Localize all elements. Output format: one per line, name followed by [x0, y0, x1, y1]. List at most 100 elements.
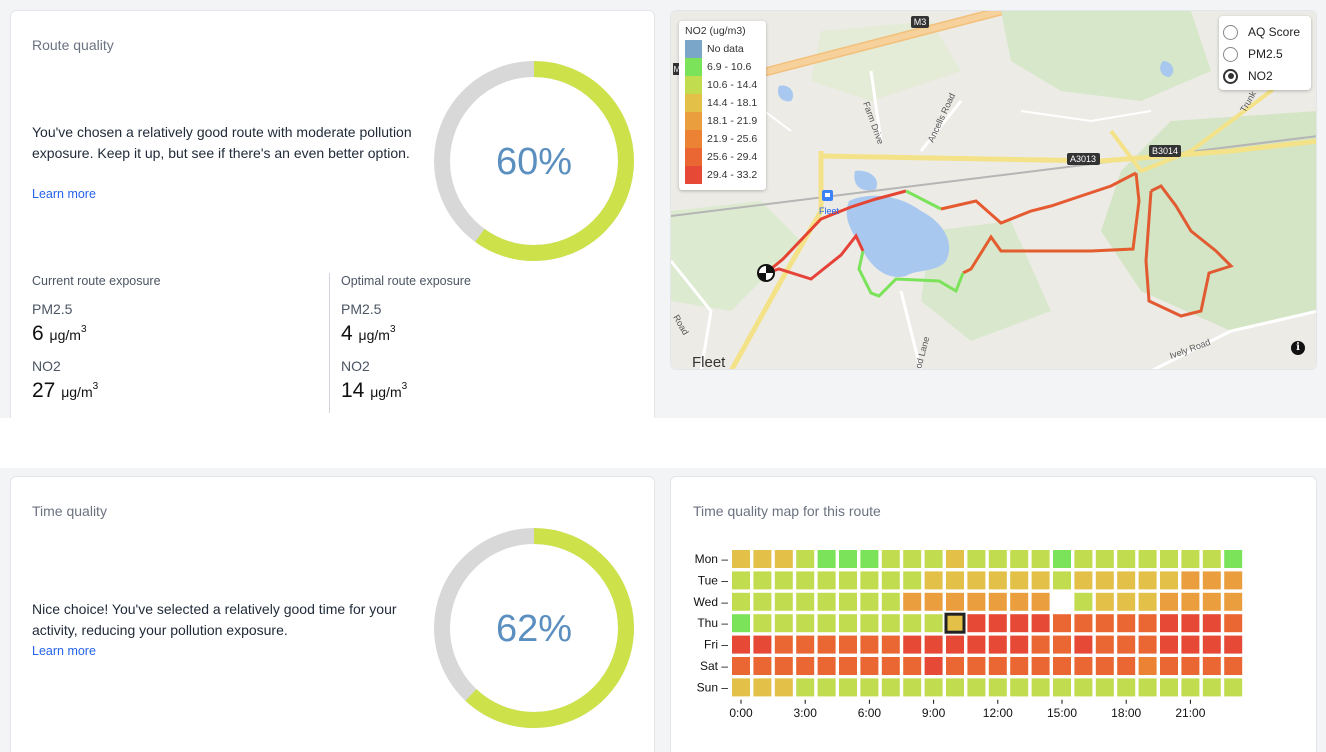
heatmap-cell[interactable] — [1224, 678, 1243, 697]
heatmap-cell[interactable] — [839, 550, 857, 568]
heatmap-cell[interactable] — [1160, 635, 1178, 654]
heatmap-cell[interactable] — [1053, 635, 1071, 654]
heatmap-cell[interactable] — [817, 614, 836, 633]
heatmap-cell[interactable] — [924, 592, 943, 611]
heatmap-cell[interactable] — [1031, 571, 1050, 590]
heatmap-cell[interactable] — [881, 592, 900, 611]
heatmap-cell[interactable] — [881, 635, 900, 654]
heatmap-cell[interactable] — [796, 657, 815, 675]
heatmap-cell[interactable] — [1138, 678, 1157, 697]
heatmap-cell[interactable] — [924, 635, 943, 654]
heatmap-cell[interactable] — [1010, 550, 1029, 568]
heatmap-cell[interactable] — [1010, 571, 1029, 590]
heatmap-cell[interactable] — [1181, 678, 1200, 697]
heatmap-cell[interactable] — [1117, 614, 1136, 633]
heatmap-cell[interactable] — [1181, 635, 1200, 654]
heatmap-cell[interactable] — [839, 657, 857, 675]
heatmap-cell[interactable] — [988, 550, 1007, 568]
heatmap-cell[interactable] — [1010, 614, 1029, 633]
radio-button[interactable] — [1223, 24, 1238, 40]
heatmap-cell[interactable] — [967, 657, 986, 675]
heatmap-cell[interactable] — [1202, 635, 1221, 654]
heatmap-cell[interactable] — [1138, 571, 1157, 590]
heatmap-cell[interactable] — [946, 550, 964, 568]
heatmap-cell[interactable] — [817, 635, 836, 654]
heatmap-cell[interactable] — [1095, 657, 1114, 675]
heatmap-cell[interactable] — [1202, 550, 1221, 568]
heatmap-cell[interactable] — [1053, 592, 1071, 611]
heatmap-cell[interactable] — [1138, 592, 1157, 611]
heatmap-cell[interactable] — [1224, 592, 1243, 611]
heatmap-cell[interactable] — [1095, 550, 1114, 568]
heatmap-cell[interactable] — [774, 635, 793, 654]
heatmap-cell[interactable] — [924, 657, 943, 675]
heatmap-cell[interactable] — [774, 678, 793, 697]
heatmap-cell[interactable] — [1117, 678, 1136, 697]
heatmap-cell[interactable] — [1053, 571, 1071, 590]
heatmap-cell[interactable] — [732, 635, 750, 654]
layer-option-no2[interactable]: NO2 — [1223, 66, 1273, 86]
heatmap-cell[interactable] — [839, 571, 857, 590]
heatmap-cell[interactable] — [732, 571, 750, 590]
heatmap-cell[interactable] — [1138, 614, 1157, 633]
heatmap-cell[interactable] — [1031, 635, 1050, 654]
heatmap-cell[interactable] — [860, 614, 879, 633]
heatmap-cell[interactable] — [796, 550, 815, 568]
heatmap-cell[interactable] — [732, 592, 750, 611]
heatmap-cell[interactable] — [903, 550, 922, 568]
heatmap-cell[interactable] — [1117, 657, 1136, 675]
heatmap-cell[interactable] — [1181, 592, 1200, 611]
heatmap-cell[interactable] — [1160, 678, 1178, 697]
heatmap-cell[interactable] — [753, 678, 772, 697]
heatmap-cell[interactable] — [988, 592, 1007, 611]
heatmap-cell[interactable] — [1160, 592, 1178, 611]
heatmap-cell[interactable] — [1010, 657, 1029, 675]
heatmap-cell[interactable] — [881, 657, 900, 675]
heatmap-cell[interactable] — [1224, 614, 1243, 633]
heatmap-cell[interactable] — [946, 678, 964, 697]
heatmap-cell[interactable] — [817, 678, 836, 697]
heatmap-cell[interactable] — [1224, 571, 1243, 590]
heatmap-cell[interactable] — [1095, 614, 1114, 633]
heatmap-cell[interactable] — [903, 678, 922, 697]
heatmap-cell[interactable] — [732, 550, 750, 568]
heatmap-cell[interactable] — [1117, 635, 1136, 654]
heatmap-cell[interactable] — [817, 657, 836, 675]
heatmap-cell[interactable] — [924, 678, 943, 697]
heatmap-cell[interactable] — [753, 592, 772, 611]
heatmap-cell[interactable] — [924, 614, 943, 633]
heatmap-cell[interactable] — [860, 657, 879, 675]
heatmap-cell[interactable] — [1031, 592, 1050, 611]
heatmap-cell[interactable] — [1074, 657, 1093, 675]
heatmap-cell[interactable] — [817, 592, 836, 611]
heatmap-cell[interactable] — [988, 678, 1007, 697]
heatmap-cell[interactable] — [796, 635, 815, 654]
heatmap-cell[interactable] — [1117, 550, 1136, 568]
heatmap-cell[interactable] — [774, 657, 793, 675]
heatmap-cell[interactable] — [1074, 635, 1093, 654]
heatmap-cell[interactable] — [881, 614, 900, 633]
heatmap-cell[interactable] — [860, 550, 879, 568]
heatmap-cell[interactable] — [1202, 571, 1221, 590]
heatmap-cell[interactable] — [1031, 550, 1050, 568]
heatmap-cell[interactable] — [796, 614, 815, 633]
heatmap-cell[interactable] — [1138, 550, 1157, 568]
heatmap-cell[interactable] — [988, 635, 1007, 654]
heatmap-cell[interactable] — [903, 592, 922, 611]
heatmap-cell[interactable] — [1181, 657, 1200, 675]
heatmap-cell[interactable] — [1181, 571, 1200, 590]
time-quality-heatmap[interactable]: Mon – Tue – Wed – Thu – Fri – Sat – Sun –0:00 3… — [671, 537, 1271, 752]
heatmap-cell[interactable] — [1053, 550, 1071, 568]
heatmap-cell[interactable] — [924, 571, 943, 590]
heatmap-cell[interactable] — [944, 612, 966, 634]
heatmap-cell[interactable] — [817, 571, 836, 590]
heatmap-cell[interactable] — [817, 550, 836, 568]
heatmap-cell[interactable] — [1138, 635, 1157, 654]
heatmap-cell[interactable] — [1010, 635, 1029, 654]
heatmap-cell[interactable] — [1138, 657, 1157, 675]
heatmap-cell[interactable] — [1074, 614, 1093, 633]
heatmap-cell[interactable] — [988, 614, 1007, 633]
heatmap-cell[interactable] — [774, 614, 793, 633]
heatmap-cell[interactable] — [753, 657, 772, 675]
heatmap-cell[interactable] — [774, 571, 793, 590]
